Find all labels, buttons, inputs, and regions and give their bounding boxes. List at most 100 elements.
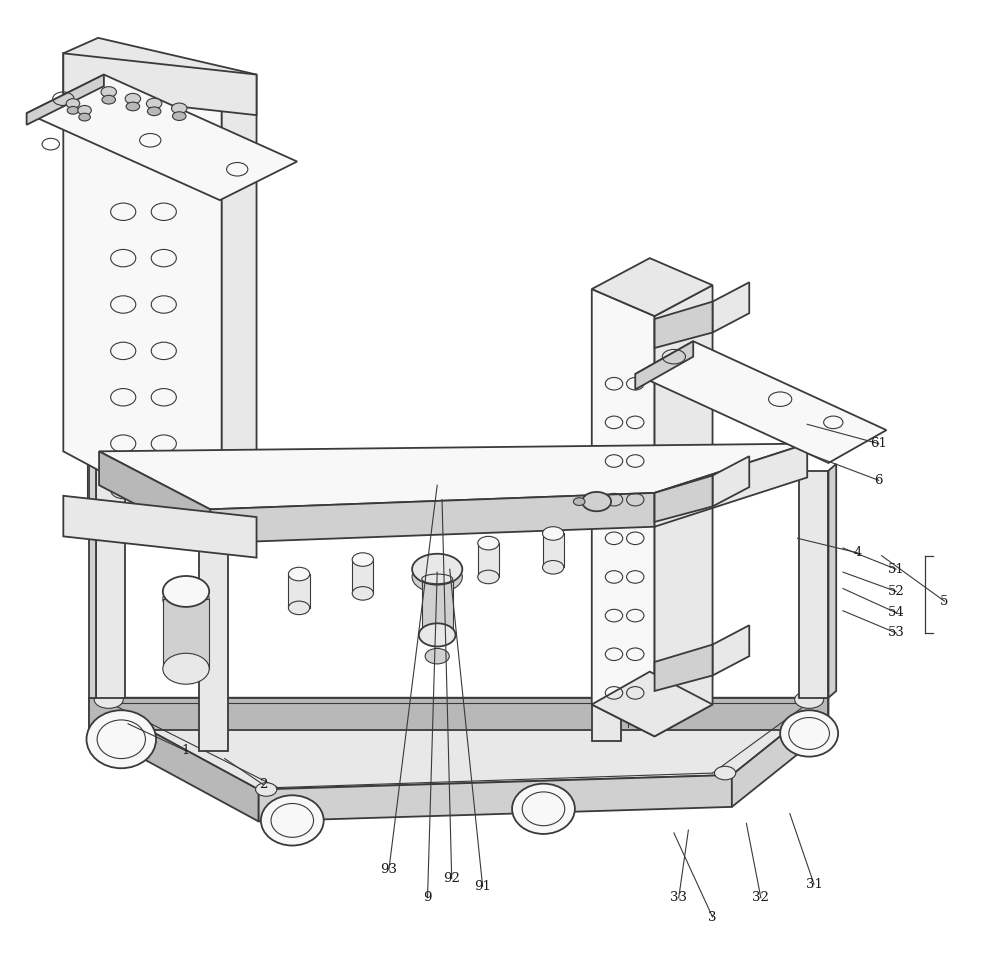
Ellipse shape bbox=[780, 710, 838, 757]
Polygon shape bbox=[89, 698, 828, 790]
Polygon shape bbox=[655, 475, 713, 522]
Polygon shape bbox=[352, 560, 373, 593]
Ellipse shape bbox=[172, 103, 187, 114]
Polygon shape bbox=[258, 775, 732, 821]
Ellipse shape bbox=[425, 649, 449, 663]
Ellipse shape bbox=[172, 112, 186, 121]
Ellipse shape bbox=[352, 553, 373, 566]
Polygon shape bbox=[655, 302, 713, 348]
Ellipse shape bbox=[163, 576, 209, 607]
Ellipse shape bbox=[163, 584, 209, 614]
Ellipse shape bbox=[125, 93, 141, 104]
Polygon shape bbox=[655, 645, 713, 691]
Text: 32: 32 bbox=[752, 891, 769, 905]
Ellipse shape bbox=[412, 554, 462, 585]
Text: 3: 3 bbox=[708, 910, 717, 923]
Polygon shape bbox=[163, 599, 209, 668]
Text: 51: 51 bbox=[888, 563, 904, 575]
Polygon shape bbox=[99, 452, 210, 543]
Ellipse shape bbox=[126, 102, 140, 111]
Ellipse shape bbox=[79, 114, 90, 121]
Polygon shape bbox=[655, 285, 713, 736]
Text: 6: 6 bbox=[874, 474, 883, 487]
Ellipse shape bbox=[101, 86, 116, 97]
Text: 31: 31 bbox=[806, 878, 822, 891]
Ellipse shape bbox=[543, 561, 564, 574]
Ellipse shape bbox=[78, 106, 91, 115]
Ellipse shape bbox=[512, 784, 575, 834]
Text: 91: 91 bbox=[474, 880, 491, 893]
Polygon shape bbox=[592, 519, 621, 741]
Polygon shape bbox=[713, 282, 749, 332]
Ellipse shape bbox=[422, 574, 453, 584]
Polygon shape bbox=[592, 671, 713, 736]
Text: 5: 5 bbox=[940, 595, 949, 608]
Polygon shape bbox=[27, 74, 297, 200]
Ellipse shape bbox=[66, 99, 80, 109]
Text: 4: 4 bbox=[853, 546, 862, 560]
Text: 52: 52 bbox=[888, 585, 904, 598]
Polygon shape bbox=[210, 493, 655, 543]
Polygon shape bbox=[635, 341, 886, 463]
Polygon shape bbox=[828, 464, 836, 698]
Polygon shape bbox=[732, 698, 828, 807]
Polygon shape bbox=[27, 74, 104, 124]
Ellipse shape bbox=[147, 107, 161, 116]
Ellipse shape bbox=[573, 498, 585, 506]
Ellipse shape bbox=[543, 526, 564, 540]
Ellipse shape bbox=[102, 95, 115, 104]
Ellipse shape bbox=[478, 570, 499, 584]
Polygon shape bbox=[655, 444, 807, 526]
Ellipse shape bbox=[352, 587, 373, 600]
Polygon shape bbox=[222, 74, 257, 536]
Ellipse shape bbox=[67, 107, 79, 115]
Ellipse shape bbox=[288, 567, 310, 581]
Ellipse shape bbox=[714, 766, 736, 780]
Polygon shape bbox=[89, 698, 828, 729]
Polygon shape bbox=[713, 456, 749, 507]
Ellipse shape bbox=[87, 710, 156, 768]
Polygon shape bbox=[592, 258, 713, 317]
Polygon shape bbox=[89, 698, 258, 821]
Ellipse shape bbox=[97, 720, 145, 759]
Polygon shape bbox=[99, 444, 807, 510]
Ellipse shape bbox=[146, 98, 162, 109]
Polygon shape bbox=[543, 533, 564, 567]
Polygon shape bbox=[63, 496, 257, 558]
Ellipse shape bbox=[288, 601, 310, 614]
Text: 33: 33 bbox=[670, 891, 687, 905]
Polygon shape bbox=[799, 470, 828, 698]
Ellipse shape bbox=[163, 654, 209, 684]
Ellipse shape bbox=[271, 804, 314, 837]
Polygon shape bbox=[635, 341, 693, 389]
Text: 9: 9 bbox=[423, 891, 432, 905]
Polygon shape bbox=[63, 38, 257, 94]
Polygon shape bbox=[478, 543, 499, 577]
Polygon shape bbox=[63, 53, 222, 536]
Ellipse shape bbox=[789, 717, 829, 750]
Polygon shape bbox=[96, 452, 125, 698]
Polygon shape bbox=[288, 574, 310, 608]
Ellipse shape bbox=[419, 623, 456, 647]
Ellipse shape bbox=[522, 792, 565, 826]
Polygon shape bbox=[63, 53, 257, 115]
Text: 54: 54 bbox=[888, 607, 904, 619]
Ellipse shape bbox=[256, 783, 277, 797]
Ellipse shape bbox=[478, 536, 499, 550]
Text: 92: 92 bbox=[443, 872, 460, 885]
Polygon shape bbox=[422, 579, 453, 632]
Ellipse shape bbox=[422, 627, 453, 637]
Ellipse shape bbox=[261, 796, 324, 846]
Ellipse shape bbox=[795, 691, 824, 709]
Text: 2: 2 bbox=[259, 778, 267, 791]
Polygon shape bbox=[592, 289, 655, 736]
Text: 53: 53 bbox=[888, 626, 905, 640]
Text: 61: 61 bbox=[870, 437, 887, 450]
Polygon shape bbox=[713, 625, 749, 675]
Text: 93: 93 bbox=[380, 863, 397, 876]
Ellipse shape bbox=[582, 492, 611, 512]
Text: 1: 1 bbox=[182, 745, 190, 758]
Polygon shape bbox=[199, 510, 228, 751]
Ellipse shape bbox=[94, 691, 123, 709]
Ellipse shape bbox=[412, 562, 462, 592]
